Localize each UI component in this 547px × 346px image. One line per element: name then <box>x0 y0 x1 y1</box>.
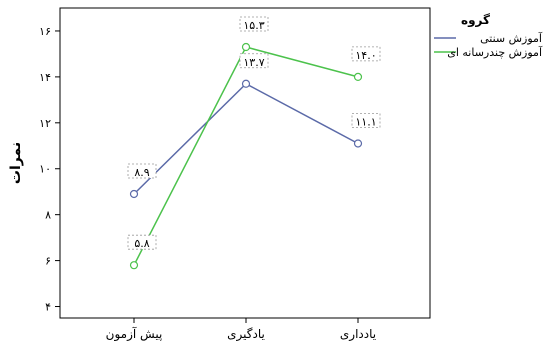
y-tick-label: ۱۰ <box>39 163 51 176</box>
y-tick-label: ۶ <box>45 255 51 268</box>
series-1 <box>129 79 363 199</box>
x-tick-label: یادگیری <box>227 327 265 342</box>
data-label: ۱۴.۰ <box>355 49 376 62</box>
data-label: ۱۵.۳ <box>243 19 264 32</box>
data-labels: ۸.۹ ۱۳.۷ ۱۱.۱ ۵.۸ ۱۵.۳ ۱۴.۰ <box>127 16 381 250</box>
data-point <box>241 42 251 52</box>
x-tick-label: پیش آزمون <box>106 326 163 342</box>
y-tick-label: ۱۲ <box>39 117 51 130</box>
data-label: ۱۳.۷ <box>243 56 264 69</box>
legend-title: گروه <box>461 13 490 28</box>
series-layer <box>129 42 363 270</box>
data-point <box>241 79 251 88</box>
legend-label: آموزش سنتی <box>480 31 543 45</box>
axes: ۴ ۶ ۸ ۱۰ ۱۲ ۱۴ ۱۶ پیش آزمون یادگیری یادداری نمرات <box>8 7 431 342</box>
data-label-box <box>127 163 157 179</box>
data-label: ۸.۹ <box>134 166 149 179</box>
y-tick-label: ۱۴ <box>39 71 51 84</box>
data-label-box <box>351 113 381 128</box>
data-point <box>129 261 139 270</box>
series-line <box>133 82 359 195</box>
data-label-box <box>351 46 381 62</box>
data-point <box>353 72 363 81</box>
data-point <box>129 189 139 199</box>
data-label: ۱۱.۱ <box>355 115 376 128</box>
legend-label: آموزش چندرسانه ای <box>447 45 543 59</box>
y-tick-label: ۸ <box>45 209 51 222</box>
data-label-box <box>239 16 269 32</box>
y-axis-label: نمرات <box>8 142 24 184</box>
data-point <box>353 139 363 148</box>
y-tick-label: ۴ <box>45 301 51 314</box>
data-label: ۵.۸ <box>134 237 149 250</box>
x-tick-label: یادداری <box>340 327 376 342</box>
plot-frame <box>59 7 431 319</box>
series-2 <box>129 42 363 270</box>
y-tick-label: ۱۶ <box>39 25 51 38</box>
data-label-box <box>239 53 269 69</box>
data-label-box <box>127 234 157 250</box>
